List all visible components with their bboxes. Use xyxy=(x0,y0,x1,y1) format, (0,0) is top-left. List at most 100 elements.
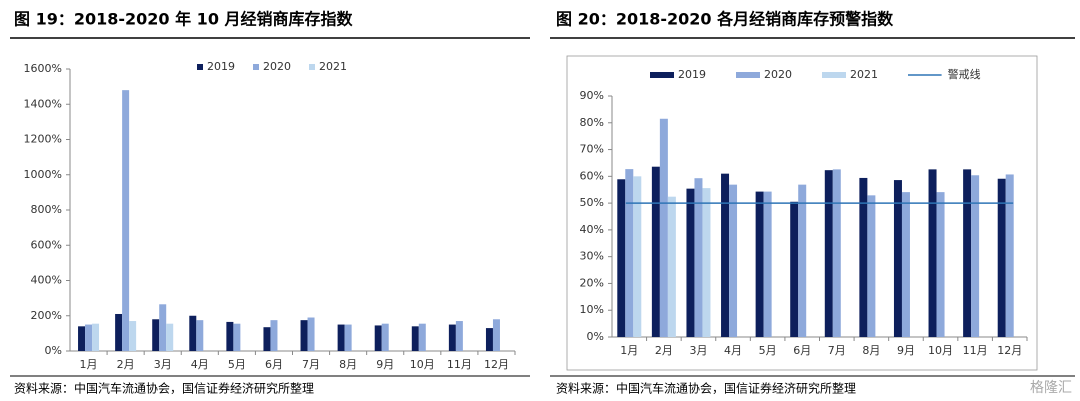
legend-swatch xyxy=(309,64,315,70)
y-tick-label: 70% xyxy=(580,143,604,156)
bar xyxy=(166,323,174,351)
x-tick-label: 4月 xyxy=(191,358,209,371)
bar xyxy=(337,324,345,351)
bar xyxy=(901,192,910,337)
bar xyxy=(418,323,426,351)
y-tick-label: 20% xyxy=(580,276,604,289)
bar xyxy=(263,327,271,351)
legend-swatch xyxy=(197,64,203,70)
y-tick-label: 200% xyxy=(31,309,62,322)
y-tick-label: 1200% xyxy=(24,133,62,146)
x-tick-label: 6月 xyxy=(265,358,283,371)
bar xyxy=(651,166,660,337)
bar xyxy=(633,176,642,337)
x-tick-label: 12月 xyxy=(484,358,509,371)
x-tick-label: 7月 xyxy=(302,358,320,371)
bar xyxy=(122,90,130,352)
bar xyxy=(381,323,389,351)
bar xyxy=(997,178,1006,337)
bar xyxy=(189,315,197,351)
legend-swatch xyxy=(736,72,760,78)
x-tick-label: 5月 xyxy=(228,358,246,371)
legend-swatch xyxy=(650,72,674,78)
legend-label: 2020 xyxy=(263,60,291,73)
x-tick-label: 2月 xyxy=(117,358,135,371)
x-tick-label: 9月 xyxy=(376,358,394,371)
y-tick-label: 1000% xyxy=(24,168,62,181)
watermark: 格隆汇 xyxy=(1030,380,1072,396)
bar xyxy=(152,319,160,351)
bar xyxy=(667,196,676,337)
source: 资料来源：中国汽车流通协会，国信证券经济研究所整理 xyxy=(556,381,856,396)
y-tick-label: 50% xyxy=(580,196,604,209)
bar xyxy=(625,169,634,337)
bar xyxy=(455,321,463,351)
x-tick-label: 3月 xyxy=(689,344,707,357)
bar xyxy=(729,184,738,337)
bar xyxy=(270,320,278,351)
chart-title: 图 20：2018-2020 各月经销商库存预警指数 xyxy=(556,10,894,29)
y-tick-label: 600% xyxy=(31,238,62,251)
bar xyxy=(448,324,456,351)
legend-label: 2021 xyxy=(850,68,878,81)
bar xyxy=(893,180,902,337)
bar xyxy=(790,201,799,337)
y-tick-label: 30% xyxy=(580,250,604,263)
x-tick-label: 6月 xyxy=(793,344,811,357)
x-tick-label: 3月 xyxy=(154,358,172,371)
y-tick-label: 60% xyxy=(580,169,604,182)
bar xyxy=(85,324,93,351)
bar xyxy=(374,325,382,351)
x-tick-label: 8月 xyxy=(862,344,880,357)
bar xyxy=(492,319,500,351)
x-tick-label: 1月 xyxy=(80,358,98,371)
y-tick-label: 0% xyxy=(45,344,62,357)
bar xyxy=(824,170,833,337)
bar xyxy=(300,320,308,351)
legend-label: 2019 xyxy=(678,68,706,81)
bar xyxy=(928,169,937,337)
legend-label: 2019 xyxy=(207,60,235,73)
legend-label: 警戒线 xyxy=(948,67,981,81)
bar xyxy=(129,321,137,351)
y-tick-label: 1600% xyxy=(24,62,62,75)
x-tick-label: 4月 xyxy=(724,344,742,357)
bar xyxy=(763,191,772,337)
y-tick-label: 90% xyxy=(580,89,604,102)
bar xyxy=(344,324,352,351)
bar xyxy=(411,326,419,351)
bar xyxy=(78,326,86,351)
legend-swatch xyxy=(253,64,259,70)
x-tick-label: 12月 xyxy=(997,344,1022,357)
bar xyxy=(1005,174,1014,337)
bar xyxy=(485,328,493,351)
legend-swatch xyxy=(822,72,846,78)
bar xyxy=(92,323,100,351)
legend-label: 2020 xyxy=(764,68,792,81)
bar xyxy=(963,169,972,337)
y-tick-label: 400% xyxy=(31,274,62,287)
bar xyxy=(686,188,695,337)
legend-label: 2021 xyxy=(319,60,347,73)
y-tick-label: 800% xyxy=(31,203,62,216)
x-tick-label: 11月 xyxy=(963,344,988,357)
bar xyxy=(694,178,703,337)
x-tick-label: 9月 xyxy=(897,344,915,357)
bar xyxy=(307,317,315,351)
bar xyxy=(702,188,711,337)
bar xyxy=(971,175,980,337)
y-tick-label: 10% xyxy=(580,303,604,316)
x-tick-label: 11月 xyxy=(447,358,472,371)
bar xyxy=(798,184,807,337)
chart-frame xyxy=(566,55,1038,371)
y-tick-label: 40% xyxy=(580,223,604,236)
x-tick-label: 10月 xyxy=(410,358,435,371)
bar xyxy=(755,191,764,337)
bar xyxy=(617,179,626,337)
bar xyxy=(721,173,730,337)
bar xyxy=(233,323,241,351)
chart-title: 图 19：2018-2020 年 10 月经销商库存指数 xyxy=(14,10,354,29)
bar xyxy=(196,320,204,351)
bar xyxy=(859,177,868,337)
